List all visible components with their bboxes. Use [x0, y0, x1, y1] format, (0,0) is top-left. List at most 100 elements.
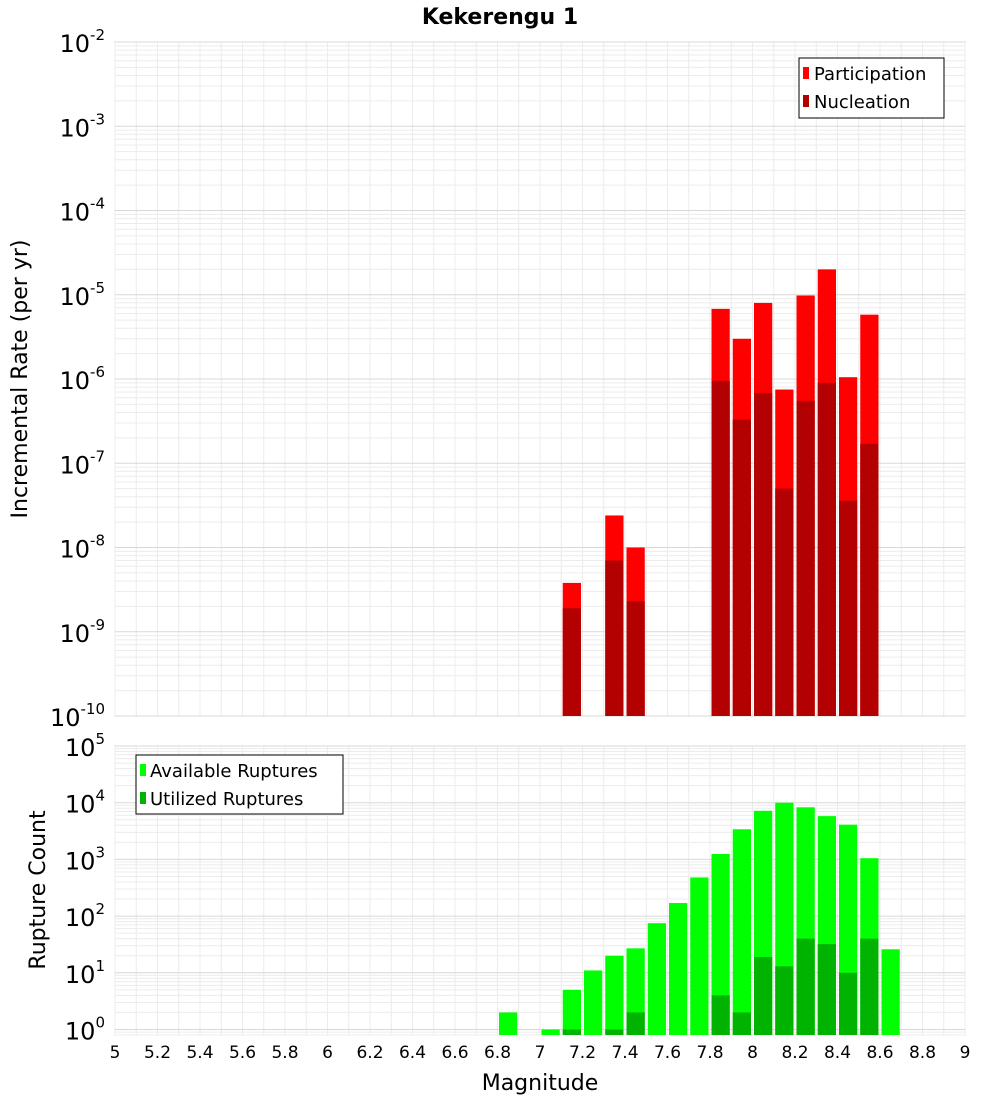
nucleation-legend-label: Nucleation: [814, 92, 910, 113]
x-tick-label: 5.2: [144, 1043, 171, 1063]
nucleation-bar: [605, 560, 624, 716]
y-tick-base: 10: [65, 1018, 96, 1046]
y-tick-label: 10-4: [59, 195, 105, 227]
y-tick-label: 10-2: [59, 26, 105, 58]
nucleation-bar: [732, 419, 751, 716]
y-tick-base: 10: [59, 536, 90, 564]
y-tick-exponent: -5: [90, 279, 105, 297]
y-tick-base: 10: [65, 791, 96, 819]
x-tick-label: 8: [747, 1043, 758, 1063]
utilized-ruptures-bar: [754, 956, 773, 1035]
x-tick-label: 5.6: [229, 1043, 256, 1063]
participation-legend-swatch: [803, 67, 809, 79]
x-tick-label: 9: [960, 1043, 971, 1063]
y-tick-base: 10: [59, 367, 90, 395]
nucleation-bar: [860, 443, 879, 716]
y-tick-label: 102: [65, 900, 105, 932]
x-tick-label: 7.6: [654, 1043, 681, 1063]
utilized-ruptures-bar: [796, 938, 815, 1035]
y-tick-base: 10: [59, 283, 90, 311]
utilized-ruptures-bar: [817, 944, 836, 1035]
y-tick-label: 10-8: [59, 532, 105, 564]
y-tick-exponent: -7: [90, 447, 105, 465]
nucleation-bar: [775, 488, 794, 716]
x-tick-label: 8.2: [781, 1043, 808, 1063]
x-tick-label: 6: [322, 1043, 333, 1063]
y-tick-exponent: 2: [95, 900, 105, 918]
nucleation-bar: [754, 393, 773, 716]
x-tick-labels: 5 5.2 5.4 5.6 5.8 6 6.2 6.4 6.6 6.8 7 7.2 7.4 7.6 7.8 8…: [110, 1043, 971, 1063]
available-legend-label: Available Ruptures: [150, 761, 318, 782]
y-tick-exponent: -3: [90, 110, 105, 128]
y-tick-label: 10-3: [59, 110, 105, 142]
x-tick-label: 6.2: [356, 1043, 383, 1063]
nucleation-bar: [839, 500, 858, 716]
y-tick-label: 103: [65, 843, 105, 875]
y-tick-label: 10-10: [50, 700, 105, 732]
available-ruptures-bar: [669, 903, 688, 1035]
available-ruptures-bar: [711, 853, 730, 1035]
x-tick-label: 5.4: [186, 1043, 213, 1063]
utilized-ruptures-bar: [775, 966, 794, 1035]
top-gridlines: [114, 41, 966, 717]
utilized-legend-swatch: [140, 792, 146, 804]
bottom-legend: Available Ruptures Utilized Ruptures: [135, 754, 344, 815]
y-tick-exponent: 0: [95, 1014, 105, 1032]
nucleation-bar: [817, 382, 836, 716]
y-tick-exponent: 1: [95, 957, 105, 975]
utilized-legend-label: Utilized Ruptures: [150, 789, 303, 810]
available-ruptures-bar: [647, 923, 666, 1035]
top-y-axis-title: Incremental Rate (per yr): [8, 240, 33, 519]
y-tick-exponent: -2: [90, 26, 105, 44]
x-tick-label: 8.8: [909, 1043, 936, 1063]
available-ruptures-bar: [541, 1029, 560, 1035]
y-tick-exponent: -8: [90, 532, 105, 550]
x-tick-label: 5.8: [271, 1043, 298, 1063]
available-ruptures-bar: [605, 955, 624, 1035]
utilized-ruptures-bar: [626, 1012, 645, 1035]
y-tick-exponent: -4: [90, 195, 105, 213]
x-tick-label: 7.2: [569, 1043, 596, 1063]
bottom-bars: [499, 802, 900, 1035]
nucleation-bar: [562, 608, 581, 716]
y-tick-exponent: -9: [90, 616, 105, 634]
x-tick-label: 6.6: [441, 1043, 468, 1063]
utilized-ruptures-bar: [860, 938, 879, 1035]
y-tick-base: 10: [59, 620, 90, 648]
nucleation-legend-swatch: [803, 95, 809, 107]
x-tick-label: 7: [535, 1043, 546, 1063]
nucleation-bar: [626, 601, 645, 716]
bottom-legend-box: [135, 754, 344, 815]
y-tick-base: 10: [65, 847, 96, 875]
utilized-ruptures-bar: [605, 1029, 624, 1035]
available-ruptures-bar: [732, 829, 751, 1035]
participation-legend-label: Participation: [814, 64, 926, 85]
x-tick-label: 5: [110, 1043, 121, 1063]
utilized-ruptures-bar: [732, 1012, 751, 1035]
available-ruptures-bar: [499, 1012, 518, 1035]
y-tick-label: 10-5: [59, 279, 105, 311]
available-ruptures-bar: [562, 989, 581, 1035]
top-legend-box: [798, 57, 945, 119]
y-tick-exponent: -10: [81, 700, 106, 718]
y-tick-exponent: 4: [95, 787, 105, 805]
utilized-ruptures-bar: [711, 995, 730, 1035]
x-tick-label: 7.8: [696, 1043, 723, 1063]
top-legend: Participation Nucleation: [798, 57, 945, 119]
nucleation-bar: [711, 380, 730, 716]
top-bars: [562, 269, 879, 716]
utilized-ruptures-bar: [839, 972, 858, 1035]
y-tick-label: 10-6: [59, 363, 105, 395]
y-tick-base: 10: [50, 704, 81, 732]
y-tick-exponent: -6: [90, 363, 105, 381]
y-tick-base: 10: [59, 451, 90, 479]
y-tick-base: 10: [65, 904, 96, 932]
x-tick-label: 6.8: [484, 1043, 511, 1063]
y-tick-base: 10: [65, 734, 96, 762]
y-tick-label: 100: [65, 1014, 105, 1046]
nucleation-bar: [796, 400, 815, 716]
